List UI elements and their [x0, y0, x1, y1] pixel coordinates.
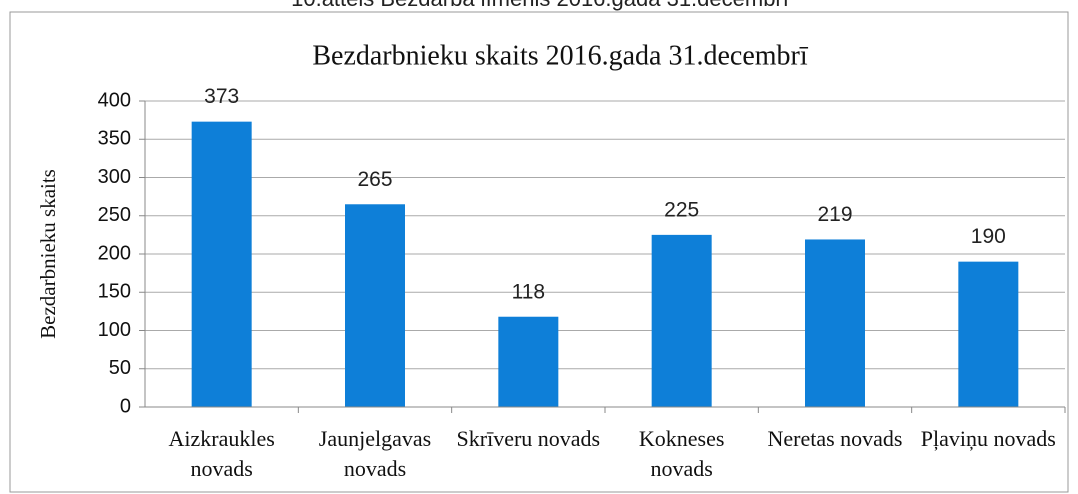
- bar: [958, 261, 1019, 407]
- bar: [498, 316, 559, 407]
- bar: [651, 234, 712, 407]
- y-axis-label: Bezdarbnieku skaits: [36, 169, 60, 339]
- chart-title: Bezdarbnieku skaits 2016.gada 31.decembr…: [312, 40, 809, 71]
- y-tick-label: 150: [98, 281, 131, 303]
- data-label: 190: [971, 225, 1006, 248]
- x-tick-label: Aizkraukles novads: [168, 426, 275, 481]
- caption: 10.attēls Bezdarba līmenis 2016.gada 31.…: [291, 0, 790, 11]
- bar: [345, 204, 405, 407]
- y-tick-label: 400: [98, 89, 131, 111]
- data-label: 225: [664, 198, 699, 221]
- x-tick-label: Kokneses novads: [638, 426, 725, 481]
- bar: [805, 239, 865, 407]
- y-tick-label: 200: [98, 242, 131, 264]
- data-label: 118: [512, 280, 545, 303]
- x-tick-label: Skrīveru novads: [456, 426, 601, 451]
- y-tick-label: 50: [109, 357, 131, 379]
- x-tick-label: Pļaviņu novads: [920, 426, 1056, 451]
- data-label: 219: [817, 203, 852, 226]
- y-tick-label: 0: [120, 395, 131, 417]
- data-label: 373: [204, 85, 239, 108]
- x-tick-label: Neretas novads: [767, 426, 903, 451]
- data-label: 265: [357, 168, 392, 191]
- y-tick-label: 100: [98, 319, 131, 341]
- y-tick-label: 250: [98, 204, 131, 226]
- y-tick-label: 350: [98, 128, 131, 150]
- chart-frame: [9, 11, 1069, 493]
- x-tick-label: Jaunjelgavas novads: [318, 426, 432, 481]
- bar: [191, 121, 252, 407]
- y-tick-label: 300: [98, 166, 131, 188]
